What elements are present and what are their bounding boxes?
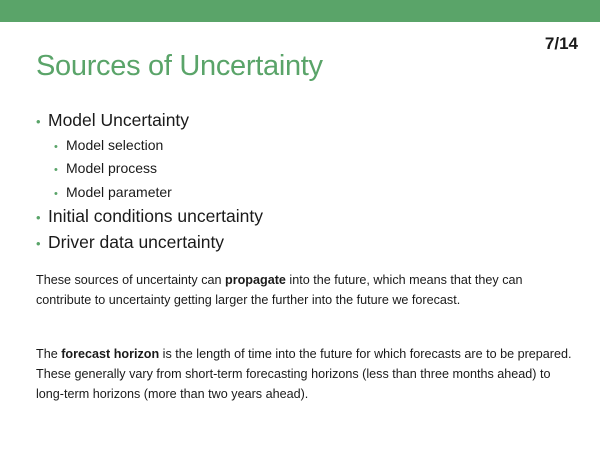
bullet-model-selection: • Model selection — [36, 134, 576, 158]
bullet-dot-icon: • — [54, 164, 58, 176]
term-propagate: propagate — [225, 273, 286, 287]
bullet-label: Model parameter — [66, 183, 172, 200]
paragraph-text: These sources of uncertainty can — [36, 273, 226, 287]
page-number: 7/14 — [544, 34, 578, 53]
bullet-dot-icon: • — [54, 187, 58, 200]
bullet-model-parameter: • Model parameter — [36, 181, 576, 205]
paragraph-text: is the length of time into the future fo… — [36, 347, 572, 401]
forecast-horizon-paragraph: The forecast horizon is the length of ti… — [36, 344, 576, 404]
bullet-driver-data: • Driver data uncertainty — [36, 230, 576, 256]
propagation-paragraph: These sources of uncertainty can propaga… — [36, 270, 576, 310]
term-forecast-horizon: forecast horizon — [61, 347, 160, 361]
bullet-initial-conditions: • Initial conditions uncertainty — [36, 204, 576, 230]
slide-title: Sources of Uncertainty — [36, 50, 323, 82]
bullet-list: • Model Uncertainty • Model selection • … — [36, 108, 576, 255]
bullet-dot-icon: • — [36, 235, 41, 251]
bullet-label: Model process — [66, 160, 158, 176]
paragraph-text: The — [36, 347, 62, 361]
header-bar — [0, 0, 600, 22]
bullet-label: Driver data uncertainty — [48, 231, 225, 252]
bullet-label: Model selection — [66, 136, 164, 153]
bullet-dot-icon: • — [36, 210, 41, 225]
paragraph-text: into the future, which means that they c… — [36, 273, 523, 307]
bullet-label: Initial conditions uncertainty — [48, 206, 263, 226]
bullet-dot-icon: • — [54, 140, 58, 153]
bullet-model-process: • Model process — [36, 157, 576, 181]
bullet-model-uncertainty: • Model Uncertainty — [36, 108, 576, 134]
bullet-label: Model Uncertainty — [48, 110, 190, 130]
bullet-dot-icon: • — [36, 114, 41, 129]
